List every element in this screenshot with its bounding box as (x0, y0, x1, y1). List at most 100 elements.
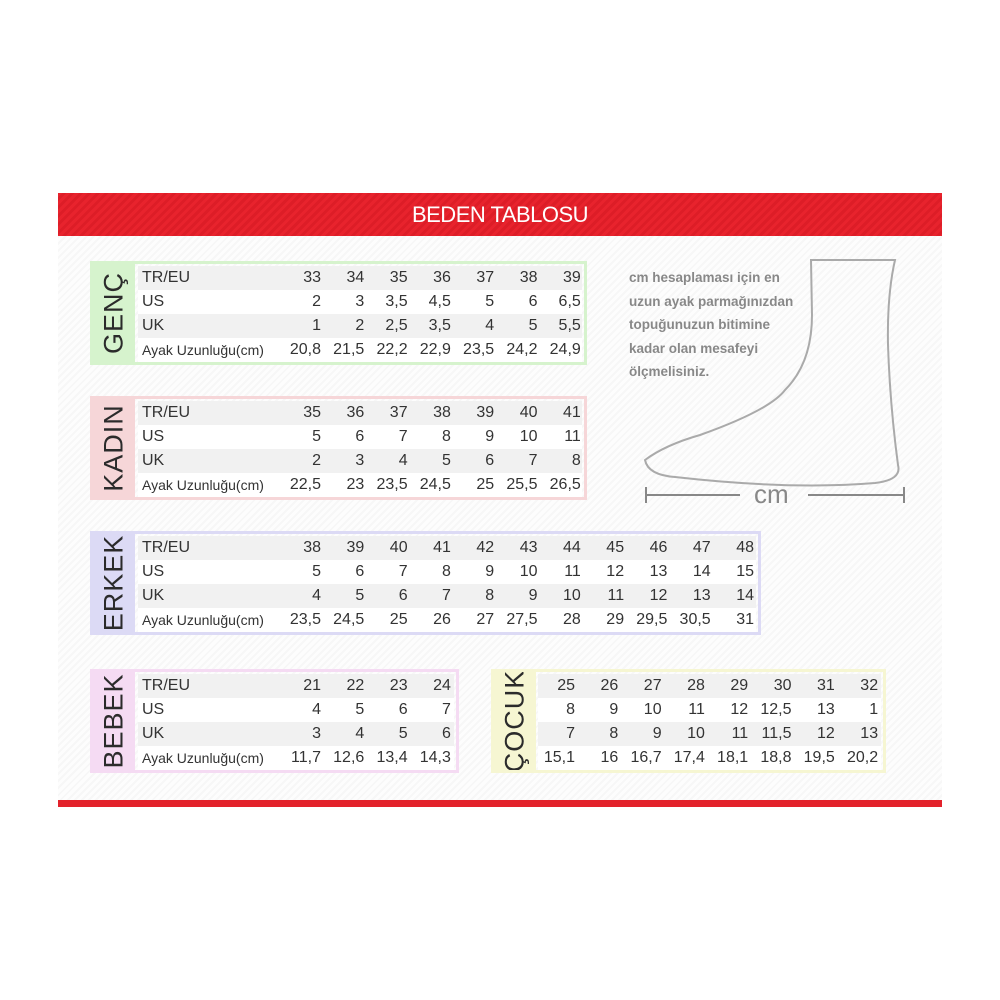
table-cell: 10 (687, 725, 705, 742)
row-label: UK (142, 317, 165, 334)
table-cell: 2 (355, 317, 365, 334)
table-cell: 6 (355, 563, 365, 580)
table-cell: 16,7 (630, 749, 662, 766)
table-row: TR/EU 21 22 23 24 (138, 674, 454, 698)
table-cell: 14,3 (419, 749, 451, 766)
table-cell: 9 (609, 701, 619, 718)
table-cell: 6 (398, 701, 408, 718)
table-cell: 9 (485, 428, 495, 445)
row-label: Ayak Uzunluğu(cm) (142, 342, 264, 358)
table-category: ERKEK (93, 534, 135, 632)
table-cell: 10 (563, 587, 581, 604)
row-label: UK (142, 587, 165, 604)
size-table-kadin: KADIN TR/EU 35 36 37 38 39 40 41 US 5 6 7 8 9 10 11 UK 2 3 4… (90, 396, 587, 500)
table-cell: 6 (355, 428, 365, 445)
table-cell: 22,9 (419, 341, 451, 358)
table-cell: 20,2 (846, 749, 879, 766)
table-cell: 26,5 (549, 476, 581, 493)
table-cell: 21 (303, 677, 321, 694)
table-cell: 29,5 (636, 611, 668, 628)
row-label: US (142, 563, 165, 580)
table-cell: 37 (389, 404, 408, 421)
category-label: KADIN (98, 404, 129, 492)
table-cell: 25 (476, 476, 495, 493)
table-cell: 5 (312, 563, 321, 580)
table-cell: 23 (389, 677, 408, 694)
table-cell: 6 (398, 587, 408, 604)
table-category: KADIN (93, 399, 135, 497)
table-cell: 4 (312, 587, 321, 604)
table-cell: 5 (441, 452, 451, 469)
table-cell: 12 (606, 563, 625, 580)
table-cell: 42 (476, 539, 495, 556)
table-cell: 29 (730, 677, 749, 694)
table-cell: 41 (433, 539, 451, 556)
table-cell: 3,5 (428, 317, 451, 334)
table-cell: 3 (312, 725, 321, 742)
table-cell: 9 (528, 587, 538, 604)
table-cell: 38 (433, 404, 451, 421)
table-cell: 1 (312, 317, 321, 334)
table-cell: 31 (817, 677, 835, 694)
table-cell: 24,9 (549, 341, 581, 358)
table-category: BEBEK (93, 672, 135, 770)
size-table-erkek: ERKEK TR/EU 38 39 40 41 42 43 44 45 46 47 48 US 5 6 7 8 9 1… (90, 531, 761, 635)
table-cell: 4 (485, 317, 495, 334)
table-cell: 1 (869, 701, 879, 718)
table-row: TR/EU 38 39 40 41 42 43 44 45 46 47 48 (138, 536, 756, 560)
foot-illustration-icon (643, 259, 905, 503)
table-cell: 4 (355, 725, 365, 742)
table-cell: 12 (817, 725, 835, 742)
table-cell: 7 (566, 725, 575, 742)
table-row: TR/EU 35 36 37 38 39 40 41 (138, 401, 582, 425)
table-cell: 35 (303, 404, 321, 421)
table-cell: 26 (600, 677, 619, 694)
table-cell: 11,7 (291, 749, 321, 766)
table-cell: 27 (476, 611, 495, 628)
category-label: BEBEK (98, 673, 129, 769)
table-cell: 27,5 (506, 611, 538, 628)
table-cell: 22 (346, 677, 365, 694)
table-cell: 25 (389, 611, 408, 628)
table-cell: 17,4 (673, 749, 705, 766)
row-label: TR/EU (142, 677, 190, 694)
table-cell: 40 (389, 539, 408, 556)
table-cell: 5 (355, 701, 365, 718)
table-cell: 8 (609, 725, 619, 742)
row-label: US (142, 428, 165, 445)
table-row: UK 4 5 6 7 8 9 10 11 12 13 14 (138, 584, 756, 608)
table-cell: 8 (441, 428, 451, 445)
table-cell: 12,5 (760, 701, 792, 718)
table-cell: 33 (303, 269, 321, 286)
table-cell: 7 (398, 428, 408, 445)
size-table-cocuk: ÇOCUK 25 26 27 28 29 30 31 32 8 9 10 11 12 12,5 13 1 7 8 9 1… (491, 669, 886, 773)
table-cell: 2,5 (385, 317, 408, 334)
table-cell: 13 (692, 587, 711, 604)
table-cell: 7 (528, 452, 538, 469)
table-cell: 8 (441, 563, 451, 580)
table-cell: 5 (312, 428, 321, 445)
table-row: 15,1 16 16,7 17,4 18,1 18,8 19,5 20,2 (538, 746, 881, 770)
table-cell: 47 (692, 539, 711, 556)
table-cell: 29 (606, 611, 625, 628)
table-cell: 35 (389, 269, 408, 286)
row-label: Ayak Uzunluğu(cm) (142, 750, 264, 766)
table-cell: 11 (564, 563, 581, 580)
table-cell: 13 (817, 701, 835, 718)
table-cell: 18,1 (717, 749, 749, 766)
table-cell: 6 (485, 452, 495, 469)
table-cell: 14 (692, 563, 711, 580)
table-cell: 12 (649, 587, 668, 604)
footer-bar (58, 800, 942, 807)
table-cell: 4,5 (428, 293, 451, 310)
row-label: TR/EU (142, 269, 190, 286)
note-line: cm hesaplaması için en (629, 270, 780, 285)
note-line: ölçmelisiniz. (629, 364, 710, 379)
note-line: uzun ayak parmağınızdan (629, 293, 794, 309)
table-category: GENÇ (93, 264, 135, 362)
table-cell: 45 (606, 539, 625, 556)
table-cell: 3,5 (385, 293, 408, 310)
category-label: ÇOCUK (499, 672, 530, 770)
row-label: US (142, 293, 165, 310)
table-row: UK 1 2 2,5 3,5 4 5 5,5 (138, 314, 582, 338)
